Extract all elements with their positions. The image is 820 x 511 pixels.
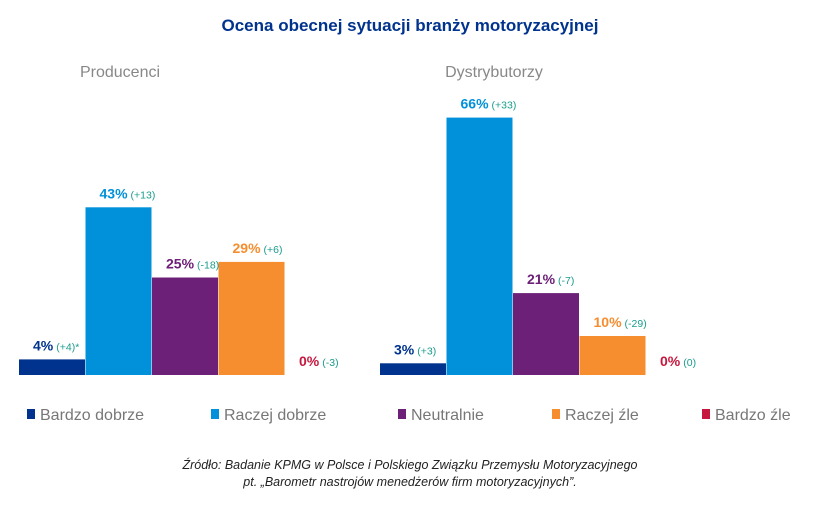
bar-raczej-źle bbox=[579, 336, 646, 375]
data-label: 3% (+3) bbox=[394, 341, 436, 357]
data-label: 29% (+6) bbox=[233, 240, 283, 256]
delta-label: (+3) bbox=[417, 345, 436, 357]
data-label: 25% (-18) bbox=[166, 256, 219, 272]
data-label: 10% (-29) bbox=[594, 314, 647, 330]
group-title: Dystrybutorzy bbox=[445, 64, 543, 81]
legend-label: Neutralnie bbox=[411, 407, 484, 424]
delta-label: (-3) bbox=[322, 357, 338, 369]
value-label: 0% bbox=[660, 353, 681, 369]
value-label: 0% bbox=[299, 353, 320, 369]
bar-raczej-źle bbox=[218, 261, 285, 375]
bar-bardzo-dobrze bbox=[19, 359, 85, 375]
legend-swatch bbox=[702, 409, 710, 419]
group-title: Producenci bbox=[80, 64, 160, 81]
delta-label: (-7) bbox=[558, 275, 574, 287]
value-label: 66% bbox=[461, 96, 490, 112]
bar-chart: Ocena obecnej sytuacji branży motoryzacy… bbox=[19, 16, 791, 424]
delta-label: (+6) bbox=[264, 244, 283, 256]
legend-swatch bbox=[27, 409, 35, 419]
value-label: 10% bbox=[594, 314, 623, 330]
delta-label: (+4)* bbox=[56, 341, 79, 353]
bar-raczej-dobrze bbox=[446, 117, 513, 375]
value-label: 4% bbox=[33, 337, 54, 353]
value-label: 25% bbox=[166, 256, 195, 272]
value-label: 29% bbox=[233, 240, 262, 256]
legend-swatch bbox=[552, 409, 560, 419]
delta-label: (+33) bbox=[492, 100, 517, 112]
bar-raczej-dobrze bbox=[85, 207, 152, 375]
delta-label: (+13) bbox=[131, 189, 156, 201]
value-label: 3% bbox=[394, 341, 415, 357]
delta-label: (-29) bbox=[625, 318, 647, 330]
bar-bardzo-dobrze bbox=[380, 363, 446, 375]
source-line-2: pt. „Barometr nastrojów menedżerów firm … bbox=[243, 475, 577, 489]
bar-neutralnie bbox=[152, 277, 218, 375]
delta-label: (0) bbox=[683, 357, 696, 369]
data-label: 4% (+4)* bbox=[33, 337, 79, 353]
legend-label: Bardzo źle bbox=[715, 407, 791, 424]
data-label: 66% (+33) bbox=[461, 96, 517, 112]
source-line-1: Źródło: Badanie KPMG w Polsce i Polskieg… bbox=[182, 458, 638, 472]
value-label: 43% bbox=[100, 185, 129, 201]
data-label: 21% (-7) bbox=[527, 271, 574, 287]
chart-title: Ocena obecnej sytuacji branży motoryzacy… bbox=[222, 16, 599, 35]
data-label: 0% (-3) bbox=[299, 353, 339, 369]
legend-swatch bbox=[211, 409, 219, 419]
legend-swatch bbox=[398, 409, 406, 419]
value-label: 21% bbox=[527, 271, 556, 287]
legend-label: Raczej dobrze bbox=[224, 407, 326, 424]
data-label: 43% (+13) bbox=[100, 185, 156, 201]
legend-label: Raczej źle bbox=[565, 407, 639, 424]
bar-neutralnie bbox=[513, 293, 579, 375]
data-label: 0% (0) bbox=[660, 353, 696, 369]
legend-label: Bardzo dobrze bbox=[40, 407, 144, 424]
delta-label: (-18) bbox=[197, 260, 219, 272]
